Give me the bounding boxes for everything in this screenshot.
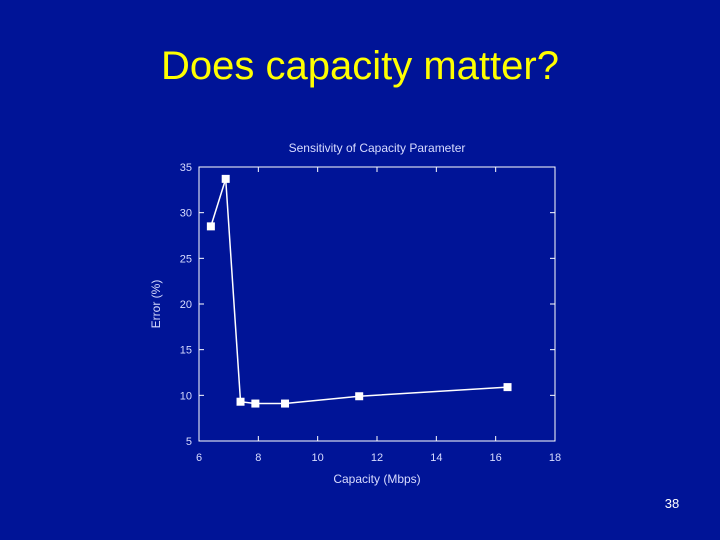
- page-number: 38: [664, 496, 680, 511]
- y-tick-label: 25: [180, 253, 192, 265]
- x-tick-label: 18: [549, 452, 561, 464]
- chart-title: Sensitivity of Capacity Parameter: [289, 141, 466, 155]
- data-point-marker: [355, 392, 364, 401]
- x-tick-label: 14: [430, 452, 442, 464]
- y-tick-label: 20: [180, 299, 192, 311]
- y-tick-label: 35: [180, 162, 192, 174]
- y-axis-label: Error (%): [149, 280, 163, 329]
- y-tick-label: 5: [186, 436, 192, 448]
- series-layer: [206, 174, 512, 408]
- data-point-marker: [221, 174, 230, 183]
- x-axis-label: Capacity (Mbps): [333, 472, 420, 486]
- y-tick-label: 30: [180, 208, 192, 220]
- x-tick-label: 8: [255, 452, 261, 464]
- x-tick-label: 10: [312, 452, 324, 464]
- data-point-marker: [251, 399, 260, 408]
- y-tick-label: 15: [180, 345, 192, 357]
- data-point-marker: [206, 222, 215, 231]
- y-axis-ticks: 5 10 15 20 25 30 35: [180, 162, 555, 448]
- series-line: [210, 178, 508, 405]
- x-tick-label: 6: [196, 452, 202, 464]
- y-tick-label: 10: [180, 390, 192, 402]
- data-point-marker: [236, 397, 245, 406]
- data-point-marker: [503, 383, 512, 392]
- x-axis-ticks: 6 8 10 12 14 16 18: [196, 167, 561, 464]
- x-tick-label: 12: [371, 452, 383, 464]
- slide-title: Does capacity matter?: [161, 44, 559, 88]
- x-tick-label: 16: [490, 452, 502, 464]
- data-point-marker: [281, 399, 290, 408]
